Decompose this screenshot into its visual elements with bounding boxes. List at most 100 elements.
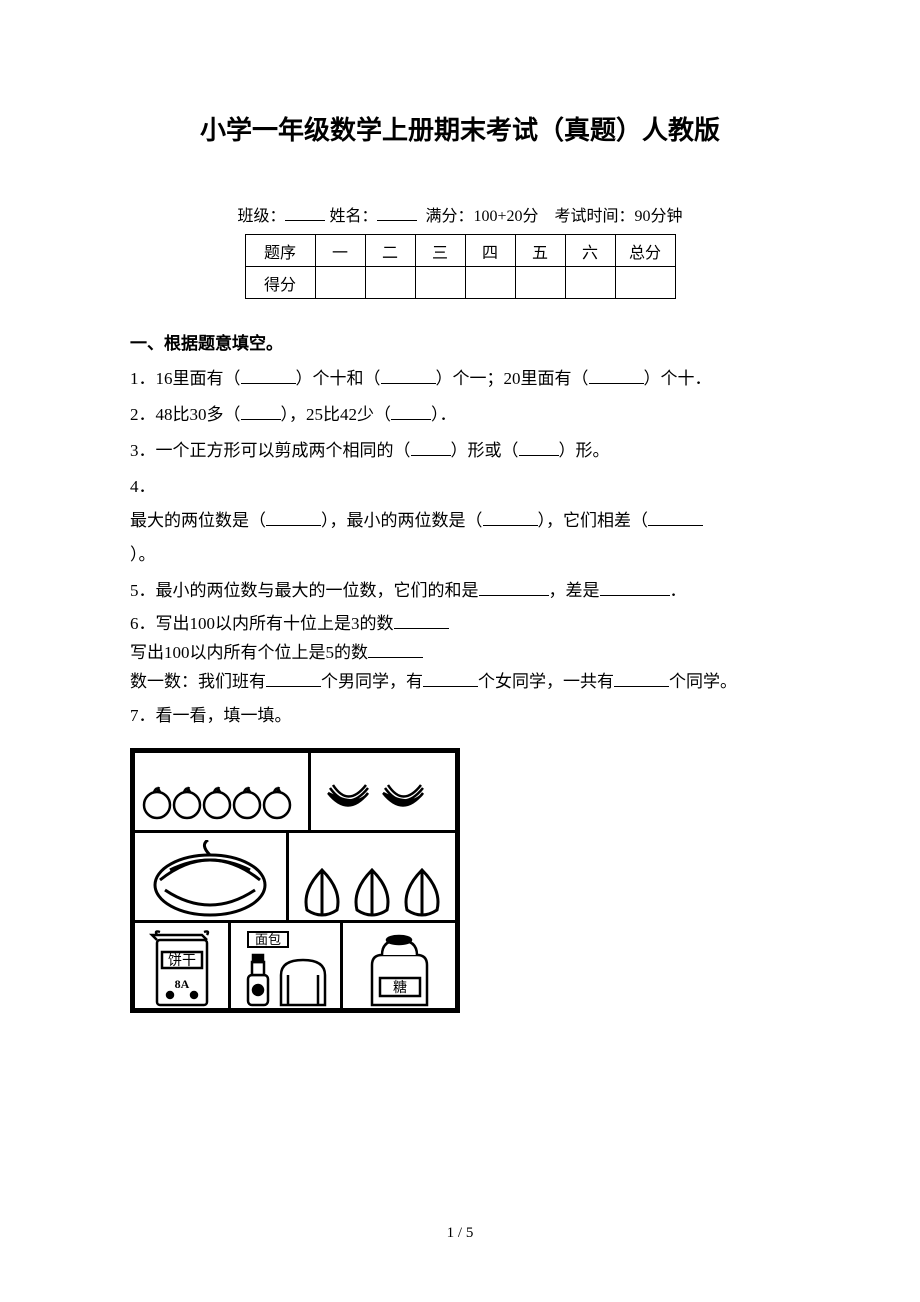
- q4-t2: ），最小的两位数是（: [321, 511, 483, 530]
- score-table: 题序 一 二 三 四 五 六 总分 得分: [245, 234, 676, 299]
- blank: [368, 644, 423, 658]
- bananas-compartment: [311, 753, 455, 830]
- q4-t3: ），它们相差（: [538, 511, 649, 530]
- q5-t2: ，差是: [549, 581, 600, 600]
- question-7: 7．看一看，填一填。: [130, 699, 790, 733]
- q3-t2: ）形或（: [451, 441, 519, 460]
- q4-t4: ）。: [130, 545, 156, 564]
- question-1: 1．16里面有（）个十和（）个一；20里面有（）个十．: [130, 362, 790, 396]
- q1-t1: 16里面有（: [156, 369, 241, 388]
- q6-t4: 个男同学，有: [321, 672, 423, 691]
- th-total: 总分: [615, 235, 675, 267]
- th-label: 题序: [245, 235, 315, 267]
- question-3: 3．一个正方形可以剪成两个相同的（）形或（）形。: [130, 434, 790, 468]
- blank: [648, 512, 703, 526]
- apples-icon: [142, 780, 302, 830]
- apples-compartment: [135, 753, 311, 830]
- score-4: [465, 267, 515, 299]
- score-1: [315, 267, 365, 299]
- watermelon-compartment: [135, 833, 289, 920]
- th-2: 二: [365, 235, 415, 267]
- blank: [411, 442, 451, 456]
- exam-title: 小学一年级数学上册期末考试（真题）人教版: [130, 110, 790, 147]
- question-2: 2．48比30多（），25比42少（）．: [130, 398, 790, 432]
- q6-t1: 写出100以内所有十位上是3的数: [156, 614, 394, 633]
- svg-text:糖: 糖: [393, 980, 407, 996]
- blank: [483, 512, 538, 526]
- peaches-compartment: [289, 833, 455, 920]
- q1-t2: ）个十和（: [296, 369, 381, 388]
- blank: [266, 673, 321, 687]
- q5-t1: 最小的两位数与最大的一位数，它们的和是: [156, 581, 479, 600]
- blank: [391, 406, 431, 420]
- blank: [241, 406, 281, 420]
- blank: [423, 673, 478, 687]
- th-4: 四: [465, 235, 515, 267]
- biscuit-icon: 饼干 8A: [142, 930, 222, 1008]
- name-label: 姓名：: [329, 208, 377, 225]
- bread-compartment: 面包: [231, 923, 343, 1008]
- q3-num: 3．: [130, 441, 156, 460]
- table-row: 题序 一 二 三 四 五 六 总分: [245, 235, 675, 267]
- score-total: [615, 267, 675, 299]
- th-5: 五: [515, 235, 565, 267]
- shelf-1: [135, 753, 455, 833]
- blank: [600, 582, 670, 596]
- score-label: 得分: [245, 267, 315, 299]
- bread-icon: 面包: [233, 930, 338, 1008]
- score-2: [365, 267, 415, 299]
- th-1: 一: [315, 235, 365, 267]
- q4-t1: 最大的两位数是（: [130, 511, 266, 530]
- svg-text:饼干: 饼干: [168, 953, 196, 969]
- q6-t2: 写出100以内所有个位上是5的数: [130, 643, 368, 662]
- q2-t2: ），25比42少（: [281, 405, 392, 424]
- score-5: [515, 267, 565, 299]
- q1-num: 1．: [130, 369, 156, 388]
- watermelon-icon: [140, 840, 280, 920]
- q7-num: 7．: [130, 706, 156, 725]
- cabinet-illustration: 饼干 8A 面包: [130, 748, 790, 1013]
- peaches-icon: [292, 855, 452, 920]
- q7-t1: 看一看，填一填。: [156, 706, 292, 725]
- name-blank: [377, 205, 417, 221]
- shelf-2: [135, 833, 455, 923]
- page-footer: 1 / 5: [0, 1225, 920, 1242]
- score-3: [415, 267, 465, 299]
- q5-num: 5．: [130, 581, 156, 600]
- biscuit-compartment: 饼干 8A: [135, 923, 231, 1008]
- blank: [381, 370, 436, 384]
- blank: [519, 442, 559, 456]
- blank: [589, 370, 644, 384]
- q3-t3: ）形。: [559, 441, 610, 460]
- class-blank: [285, 205, 325, 221]
- blank: [241, 370, 296, 384]
- question-5: 5．最小的两位数与最大的一位数，它们的和是 ，差是 ．: [130, 574, 790, 608]
- question-6: 6．写出100以内所有十位上是3的数 写出100以内所有个位上是5的数 数一数：…: [130, 610, 790, 697]
- section-1-title: 一、根据题意填空。: [130, 329, 790, 354]
- fullscore-label: 满分：: [425, 208, 473, 225]
- exam-meta: 班级： 姓名： 满分：100+20分 考试时间：90分钟: [130, 202, 790, 226]
- q2-t3: ）．: [431, 405, 457, 424]
- fullscore-value: 100+20分: [473, 208, 538, 225]
- time-label: 考试时间：: [555, 208, 635, 225]
- q1-t4: ）个十．: [644, 369, 712, 388]
- q6-t6: 个同学。: [669, 672, 737, 691]
- time-value: 90分钟: [635, 208, 683, 225]
- th-6: 六: [565, 235, 615, 267]
- q4-num: 4．: [130, 477, 156, 496]
- q6-t3: 数一数：我们班有: [130, 672, 266, 691]
- table-row: 得分: [245, 267, 675, 299]
- class-label: 班级：: [237, 208, 285, 225]
- q6-num: 6．: [130, 614, 156, 633]
- blank: [479, 582, 549, 596]
- q6-t5: 个女同学，一共有: [478, 672, 614, 691]
- q5-t3: ．: [670, 581, 687, 600]
- cabinet: 饼干 8A 面包: [130, 748, 460, 1013]
- svg-text:面包: 面包: [255, 932, 281, 947]
- score-6: [565, 267, 615, 299]
- shelf-3: 饼干 8A 面包: [135, 923, 455, 1008]
- th-3: 三: [415, 235, 465, 267]
- sugar-icon: 糖: [347, 930, 452, 1008]
- q2-num: 2．: [130, 405, 156, 424]
- blank: [394, 615, 449, 629]
